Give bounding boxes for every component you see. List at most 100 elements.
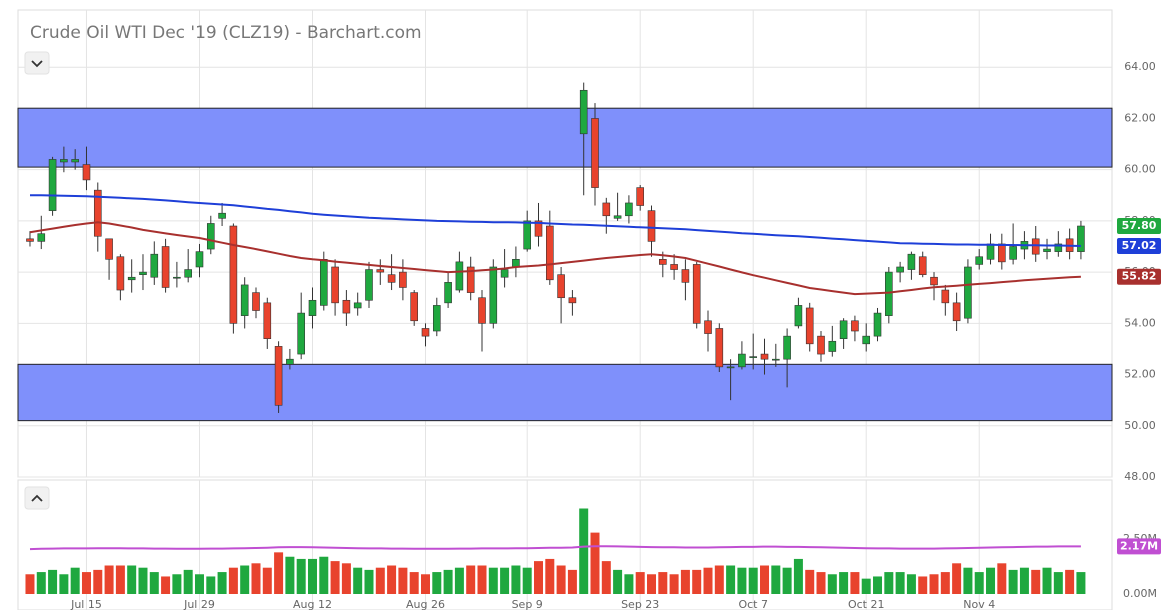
volume-bar [692, 569, 702, 594]
candle-body [918, 256, 927, 275]
volume-bar [918, 576, 928, 594]
candle-body [342, 299, 351, 314]
moving-average-line [29, 221, 1081, 296]
x-tick-label: Nov 4 [963, 598, 995, 610]
chart-title: Crude Oil WTI Dec '19 (CLZ19) - Barchart… [30, 23, 422, 43]
volume-bar [115, 565, 125, 594]
volume-bar [827, 574, 837, 594]
volume-bar [398, 567, 408, 594]
candle-body [760, 353, 769, 360]
volume-bar [647, 574, 657, 594]
x-tick-label: Jul 15 [70, 598, 102, 610]
candle-body [319, 259, 328, 306]
x-tick-label: Jul 29 [183, 598, 215, 610]
volume-bar [624, 574, 634, 594]
volume-bar [884, 572, 894, 594]
volume-bar [635, 572, 645, 594]
candle-body [26, 238, 34, 242]
volume-bar [149, 572, 159, 594]
volume-bar [771, 565, 781, 594]
price-badge-label: 2.17M [1120, 539, 1158, 552]
candle-body [48, 159, 57, 211]
volume-bar [1042, 567, 1052, 594]
volume-bar [873, 576, 883, 594]
zone [17, 363, 1113, 422]
candle-body [1031, 238, 1040, 255]
volume-bar [251, 563, 261, 594]
volume-bar [952, 563, 962, 594]
candle-body [794, 305, 803, 327]
volume-bar [906, 574, 916, 594]
volume-bar [454, 567, 464, 594]
volume-bar [307, 558, 317, 594]
candle-body [1009, 246, 1017, 260]
zone [17, 107, 1113, 168]
volume-bar [330, 561, 340, 594]
volume-bar [228, 567, 238, 594]
volume-bar [613, 569, 623, 594]
y-tick-label: 48.00 [1124, 470, 1156, 483]
volume-bar [420, 574, 430, 594]
volume-bar [70, 567, 80, 594]
candle-body [896, 266, 904, 273]
volume-bar [511, 565, 521, 594]
volume-bar [940, 572, 950, 594]
volume-bar [816, 572, 826, 594]
volume-bar [296, 558, 306, 594]
volume-bar [839, 572, 849, 594]
candle-body [421, 328, 430, 337]
candle-body [331, 266, 339, 304]
volume-bar [850, 572, 860, 594]
candle-body [150, 253, 159, 278]
candle-body [952, 302, 961, 322]
volume-bar [25, 574, 35, 594]
volume-bar [929, 574, 939, 594]
volume-bar [387, 565, 397, 594]
volume-bar [319, 556, 329, 594]
volume-bar [726, 565, 736, 594]
volume-bar [805, 569, 815, 594]
volume-bar [1019, 567, 1029, 594]
volume-bar [714, 565, 724, 594]
candle-body [410, 292, 418, 322]
volume-bar [194, 574, 204, 594]
volume-bar [1031, 569, 1041, 594]
volume-bar [601, 561, 611, 594]
candle-body [1077, 225, 1085, 252]
candle-body [127, 276, 136, 281]
volume-bar [285, 556, 295, 594]
candle-body [873, 312, 882, 337]
price-badge [1117, 218, 1161, 235]
volume-bar [1065, 569, 1075, 594]
candle-body [353, 302, 362, 309]
volume-bar [364, 569, 374, 594]
volume-bar [974, 572, 984, 594]
volume-bar [545, 558, 555, 594]
collapse-button[interactable] [24, 51, 50, 75]
candle-body [195, 251, 204, 268]
candle-body [116, 256, 125, 291]
volume-bar [274, 552, 284, 594]
volume-bar [161, 576, 171, 594]
candle-body [546, 225, 554, 281]
candle-body [839, 320, 848, 339]
candle-body [568, 297, 577, 304]
candle-body [783, 335, 791, 360]
expand-button[interactable] [24, 486, 50, 510]
price-badge-label: 55.82 [1122, 270, 1157, 283]
candle-body [365, 269, 373, 301]
volume-bar [104, 565, 114, 594]
candle-body [432, 305, 441, 332]
y-tick-label: 52.00 [1124, 368, 1156, 381]
candle-body [489, 266, 498, 324]
volume-bar [986, 567, 996, 594]
volume-bar [782, 567, 792, 594]
candle-body [998, 243, 1006, 263]
volume-bar [127, 565, 137, 594]
candle-body [252, 292, 260, 311]
x-tick-label: Sep 9 [512, 598, 543, 610]
candle-body [93, 189, 102, 237]
volume-bar [1076, 572, 1086, 594]
candle-body [930, 276, 938, 286]
y-tick-label: 0.00M [1123, 587, 1157, 600]
